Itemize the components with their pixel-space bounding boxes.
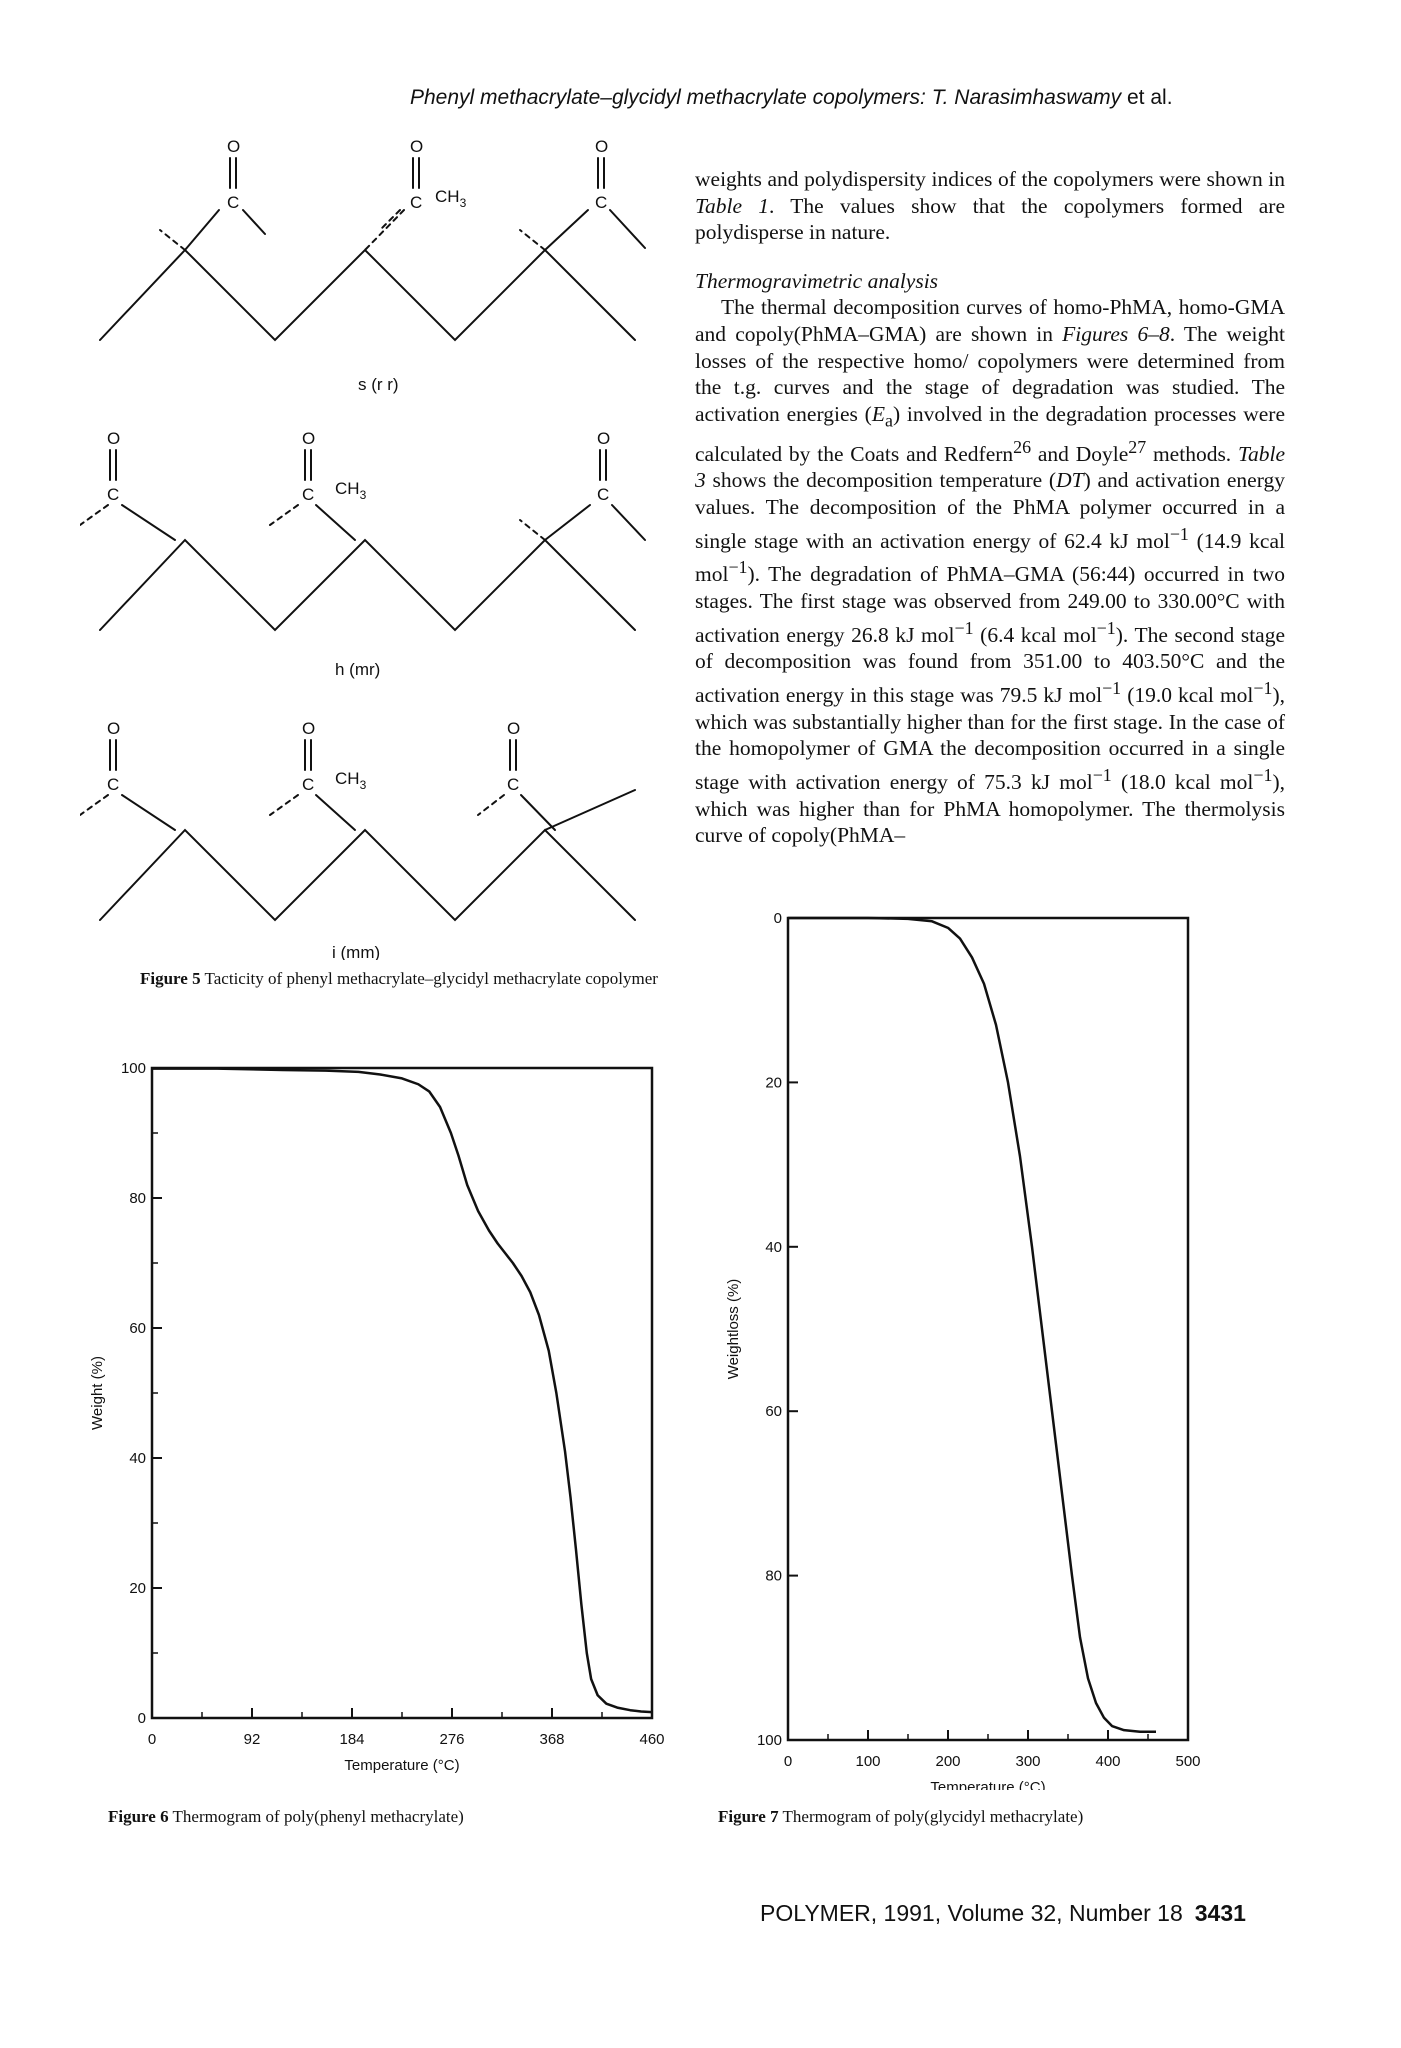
label-srr: s (r r) <box>358 375 399 394</box>
y-tick-label: 80 <box>129 1190 146 1207</box>
y-tick-label: 0 <box>774 910 782 927</box>
x-tick-label: 0 <box>148 1731 156 1748</box>
atom-c: C <box>302 485 314 504</box>
structure-srr <box>99 157 646 342</box>
label-hmr: h (mr) <box>335 660 380 679</box>
ref-26: 26 <box>1013 436 1032 457</box>
running-header: Phenyl methacrylate–glycidyl methacrylat… <box>410 86 1173 110</box>
y-tick-label: 0 <box>138 1710 146 1727</box>
figure-6-caption: Figure 6 Thermogram of poly(phenyl metha… <box>108 1807 464 1826</box>
section-heading: Thermogravimetric analysis <box>695 268 939 293</box>
y-tick-label: 40 <box>129 1450 146 1467</box>
atom-o: O <box>507 719 520 738</box>
figure-6-thermogram-chart: 0 92 184 276 368 460 0 20 40 60 80 100 Temperature (… <box>89 1060 665 1774</box>
y-tick-label: 60 <box>129 1320 146 1337</box>
plot-frame <box>150 1066 654 1720</box>
backbone-imm <box>99 828 636 922</box>
thermogram-curve <box>788 916 1156 1734</box>
atom-o: O <box>302 429 315 448</box>
y-axis-label: Weight (%) <box>89 1356 106 1430</box>
x-tick-label: 200 <box>935 1753 960 1770</box>
y-tick-label: 100 <box>757 1732 782 1749</box>
paragraph-2: The thermal decomposition curves of homo… <box>695 295 1285 848</box>
atom-c: C <box>410 193 422 212</box>
x-tick-label: 0 <box>784 1753 792 1770</box>
x-axis-label: Temperature (°C) <box>344 1757 459 1774</box>
page-footer: POLYMER, 1991, Volume 32, Number 18 3431 <box>760 1900 1246 1927</box>
x-axis-label: Temperature (°C) <box>930 1779 1045 1790</box>
label-imm: i (mm) <box>332 943 380 960</box>
paragraph-1: weights and polydispersity indices of th… <box>695 167 1285 245</box>
plot-frame <box>786 916 1190 1742</box>
atom-c: C <box>227 193 239 212</box>
table-1-ref: Table 1 <box>695 193 770 218</box>
y-axis-label: Weightloss (%) <box>725 1279 742 1380</box>
x-tick-label: 300 <box>1015 1753 1040 1770</box>
figure-5-tacticity-diagram: O C O C CH3 O C s (r r) O C O C CH3 O C … <box>80 137 646 960</box>
page-number: 3431 <box>1194 1900 1246 1926</box>
atom-c: C <box>597 485 609 504</box>
methyl-group: CH3 <box>435 187 467 210</box>
structure-imm <box>80 739 636 922</box>
x-tick-label: 400 <box>1095 1753 1120 1770</box>
atom-o: O <box>595 137 608 156</box>
journal-info: POLYMER, 1991, Volume 32, Number 18 <box>760 1900 1183 1926</box>
structure-hmr <box>80 449 646 632</box>
figure-5-caption: Figure 5 Tacticity of phenyl methacrylat… <box>140 969 658 988</box>
atom-o: O <box>107 719 120 738</box>
running-title-etal: et al. <box>1121 86 1173 109</box>
atom-c: C <box>595 193 607 212</box>
x-tick-label: 460 <box>639 1731 664 1748</box>
running-title: Phenyl methacrylate–glycidyl methacrylat… <box>410 86 1122 109</box>
y-tick-label: 20 <box>765 1074 782 1091</box>
x-tick-label: 92 <box>244 1731 261 1748</box>
backbone-srr <box>99 248 636 342</box>
figure-7-caption: Figure 7 Thermogram of poly(glycidyl met… <box>718 1807 1084 1826</box>
x-tick-label: 276 <box>439 1731 464 1748</box>
x-tick-label: 368 <box>539 1731 564 1748</box>
y-tick-label: 100 <box>121 1060 146 1077</box>
y-tick-label: 60 <box>765 1403 782 1420</box>
methyl-group: CH3 <box>335 479 367 502</box>
methyl-group: CH3 <box>335 769 367 792</box>
atom-o: O <box>410 137 423 156</box>
y-tick-label: 40 <box>765 1239 782 1256</box>
y-tick-label: 80 <box>765 1568 782 1585</box>
ref-27: 27 <box>1128 436 1147 457</box>
atom-c: C <box>107 485 119 504</box>
atom-c: C <box>302 775 314 794</box>
atom-o: O <box>107 429 120 448</box>
x-tick-label: 100 <box>855 1753 880 1770</box>
atom-o: O <box>227 137 240 156</box>
atom-c: C <box>107 775 119 794</box>
x-tick-label: 500 <box>1175 1753 1200 1770</box>
x-tick-label: 184 <box>339 1731 364 1748</box>
atom-o: O <box>597 429 610 448</box>
body-text-column: weights and polydispersity indices of th… <box>695 166 1285 849</box>
thermogram-curve <box>152 1067 653 1714</box>
atom-c: C <box>507 775 519 794</box>
figure-7-thermogram-chart: 0 100 200 300 400 500020406080100Temperature … <box>725 910 1201 1790</box>
backbone-hmr <box>99 538 636 632</box>
atom-o: O <box>302 719 315 738</box>
y-tick-label: 20 <box>129 1580 146 1597</box>
